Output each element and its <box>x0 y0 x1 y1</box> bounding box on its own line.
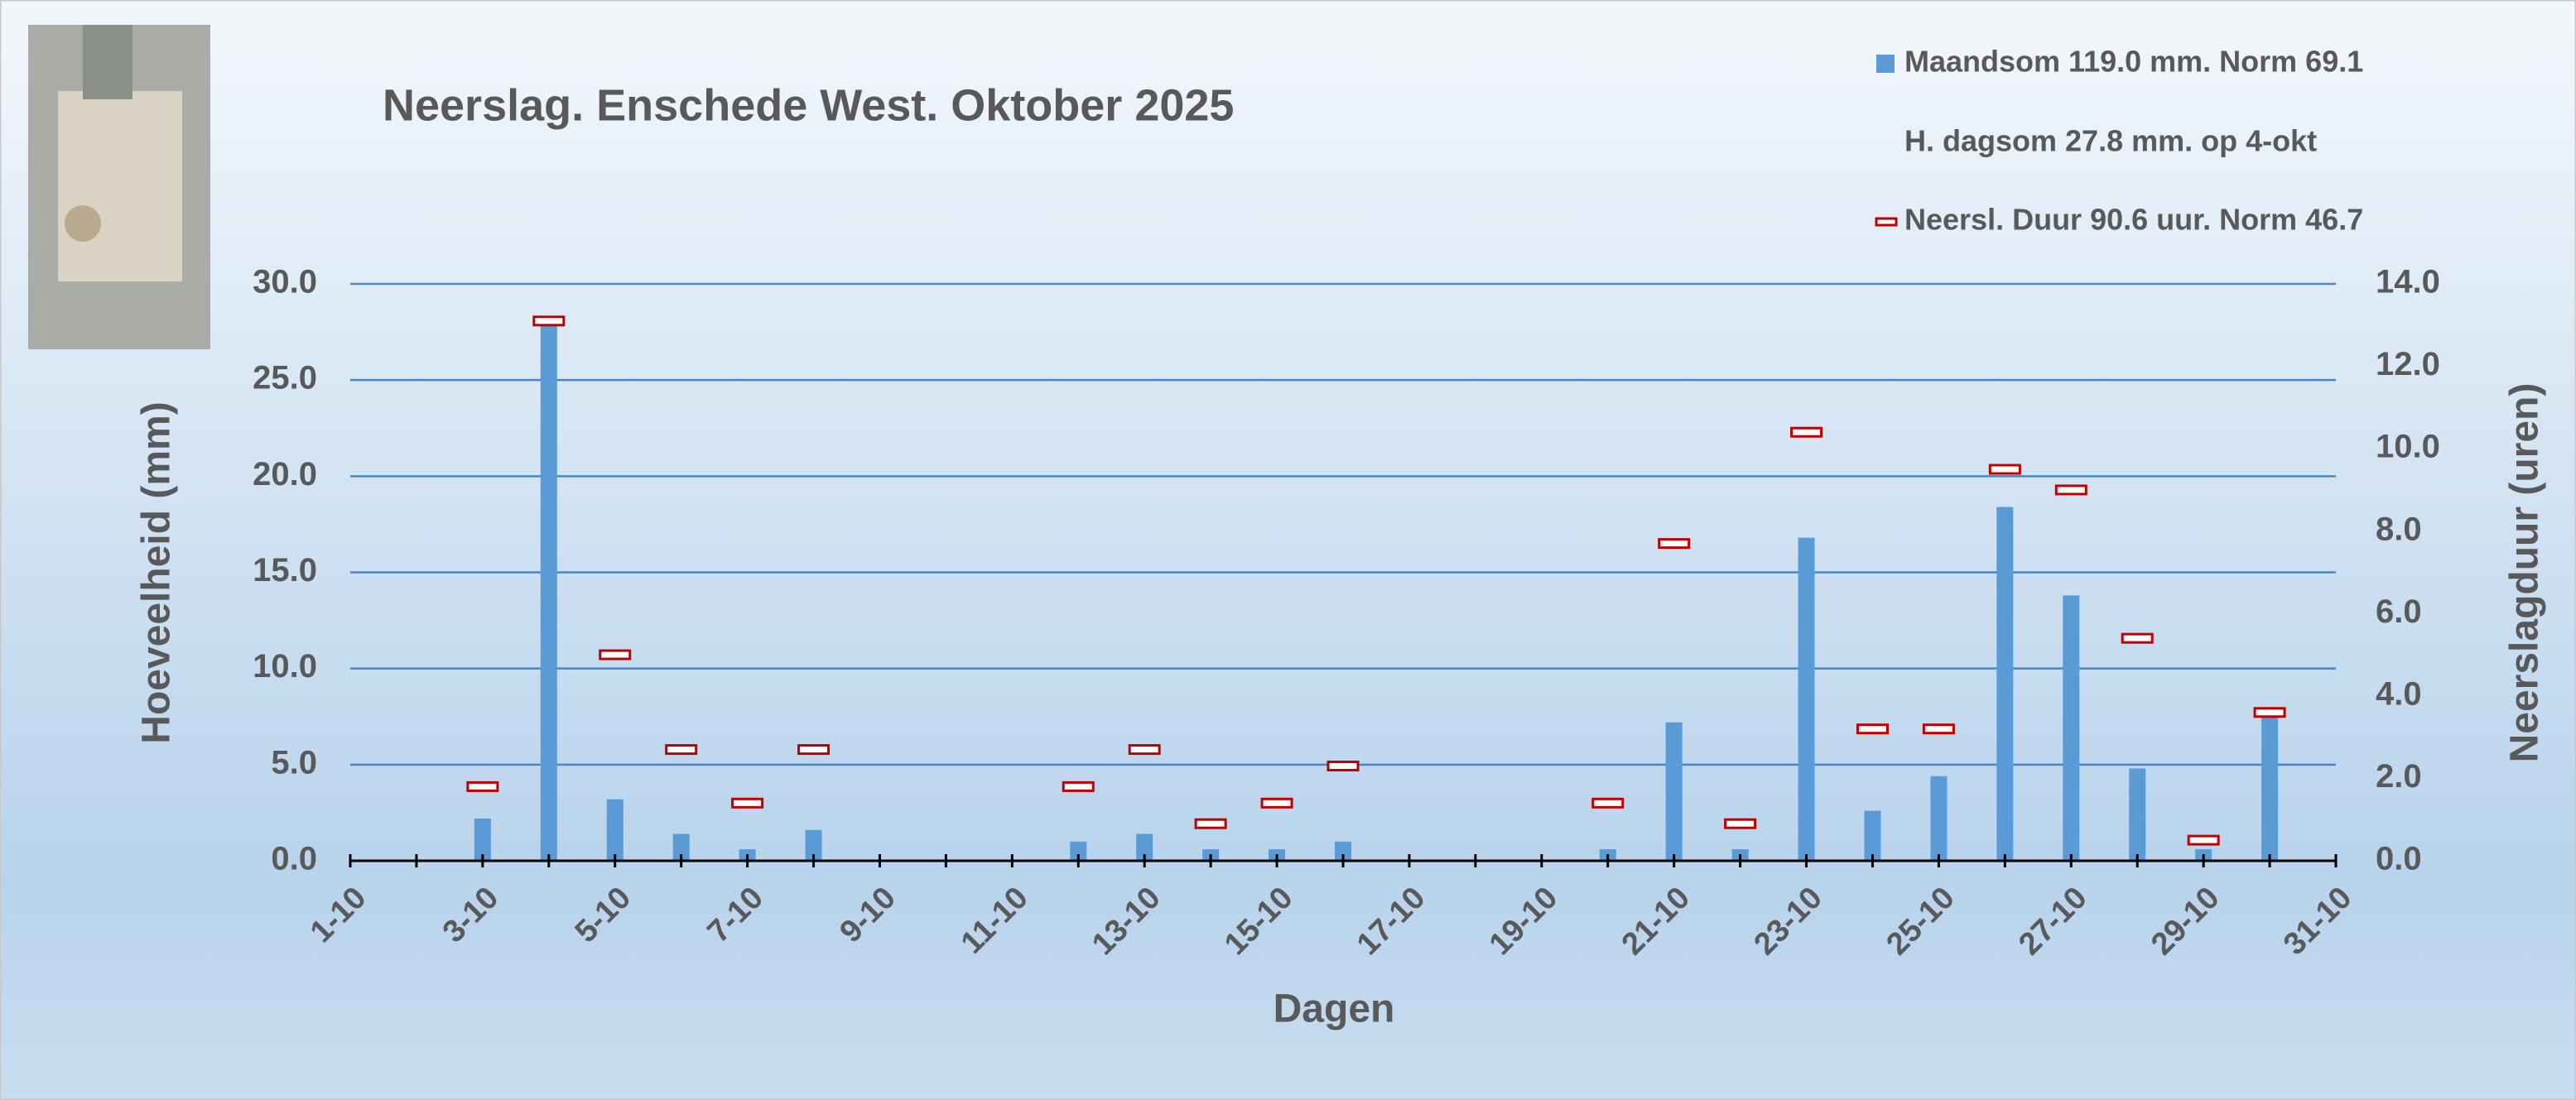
marker <box>1988 464 2021 475</box>
y-axis-title: Hoeveelheid (mm) <box>135 401 179 743</box>
marker <box>2121 632 2154 644</box>
bar <box>1996 507 2014 861</box>
marker <box>1658 538 1691 550</box>
y-tick-label: 10.0 <box>253 648 317 684</box>
marker <box>1856 723 1889 735</box>
marker <box>1194 818 1227 829</box>
legend-note: H. dagsom 27.8 mm. op 4-okt <box>1904 124 2317 158</box>
marker <box>1790 426 1823 438</box>
bar <box>1335 841 1351 861</box>
x-axis-title: Dagen <box>1274 987 1395 1031</box>
bar <box>672 833 690 861</box>
marker <box>731 797 764 809</box>
marker <box>532 315 566 327</box>
bar <box>2129 768 2146 861</box>
marker <box>797 744 831 756</box>
y-tick-label: 30.0 <box>253 264 317 300</box>
y2-tick-label: 4.0 <box>2376 675 2422 712</box>
legend-label: Neersl. Duur 90.6 uur. Norm 46.7 <box>1904 203 2363 237</box>
photo <box>28 25 210 349</box>
bar <box>474 818 491 861</box>
y-tick-label: 0.0 <box>271 841 317 877</box>
y2-tick-label: 10.0 <box>2376 429 2440 465</box>
legend-swatch <box>1875 217 1898 227</box>
bar <box>805 829 822 861</box>
marker <box>1327 760 1360 771</box>
y2-tick-label: 12.0 <box>2376 346 2440 382</box>
legend-swatch <box>1876 55 1895 73</box>
marker <box>1724 818 1757 829</box>
bar <box>540 326 557 861</box>
marker <box>1062 781 1095 792</box>
marker <box>466 781 499 792</box>
y2-axis-title: Neerslagduur (uren) <box>2503 383 2547 763</box>
bar <box>606 799 624 861</box>
bar <box>1136 833 1153 861</box>
chart-title: Neerslag. Enschede West. Oktober 2025 <box>383 80 1234 130</box>
y2-tick-label: 14.0 <box>2376 264 2440 300</box>
y-tick-label: 15.0 <box>253 552 317 588</box>
y-tick-label: 25.0 <box>253 360 317 396</box>
marker <box>599 649 632 660</box>
marker <box>2054 484 2087 496</box>
bar <box>1070 841 1087 861</box>
bar <box>1665 722 1683 861</box>
marker <box>1922 723 1955 735</box>
marker <box>1128 744 1161 756</box>
y2-tick-label: 6.0 <box>2376 593 2422 630</box>
legend-label: Maandsom 119.0 mm. Norm 69.1 <box>1904 45 2363 79</box>
y2-tick-label: 0.0 <box>2376 841 2422 877</box>
bar <box>2261 710 2279 861</box>
y2-tick-label: 2.0 <box>2376 758 2422 795</box>
bar <box>1930 776 1948 861</box>
y-tick-label: 5.0 <box>271 744 317 781</box>
y2-tick-label: 8.0 <box>2376 511 2422 547</box>
marker <box>1591 797 1625 809</box>
bar <box>1864 810 1881 861</box>
y-tick-label: 20.0 <box>253 456 317 492</box>
bar <box>1798 537 1815 861</box>
marker <box>665 744 698 756</box>
marker <box>2187 834 2220 846</box>
marker <box>2253 707 2286 718</box>
bar <box>2063 595 2080 861</box>
marker <box>1260 797 1293 809</box>
